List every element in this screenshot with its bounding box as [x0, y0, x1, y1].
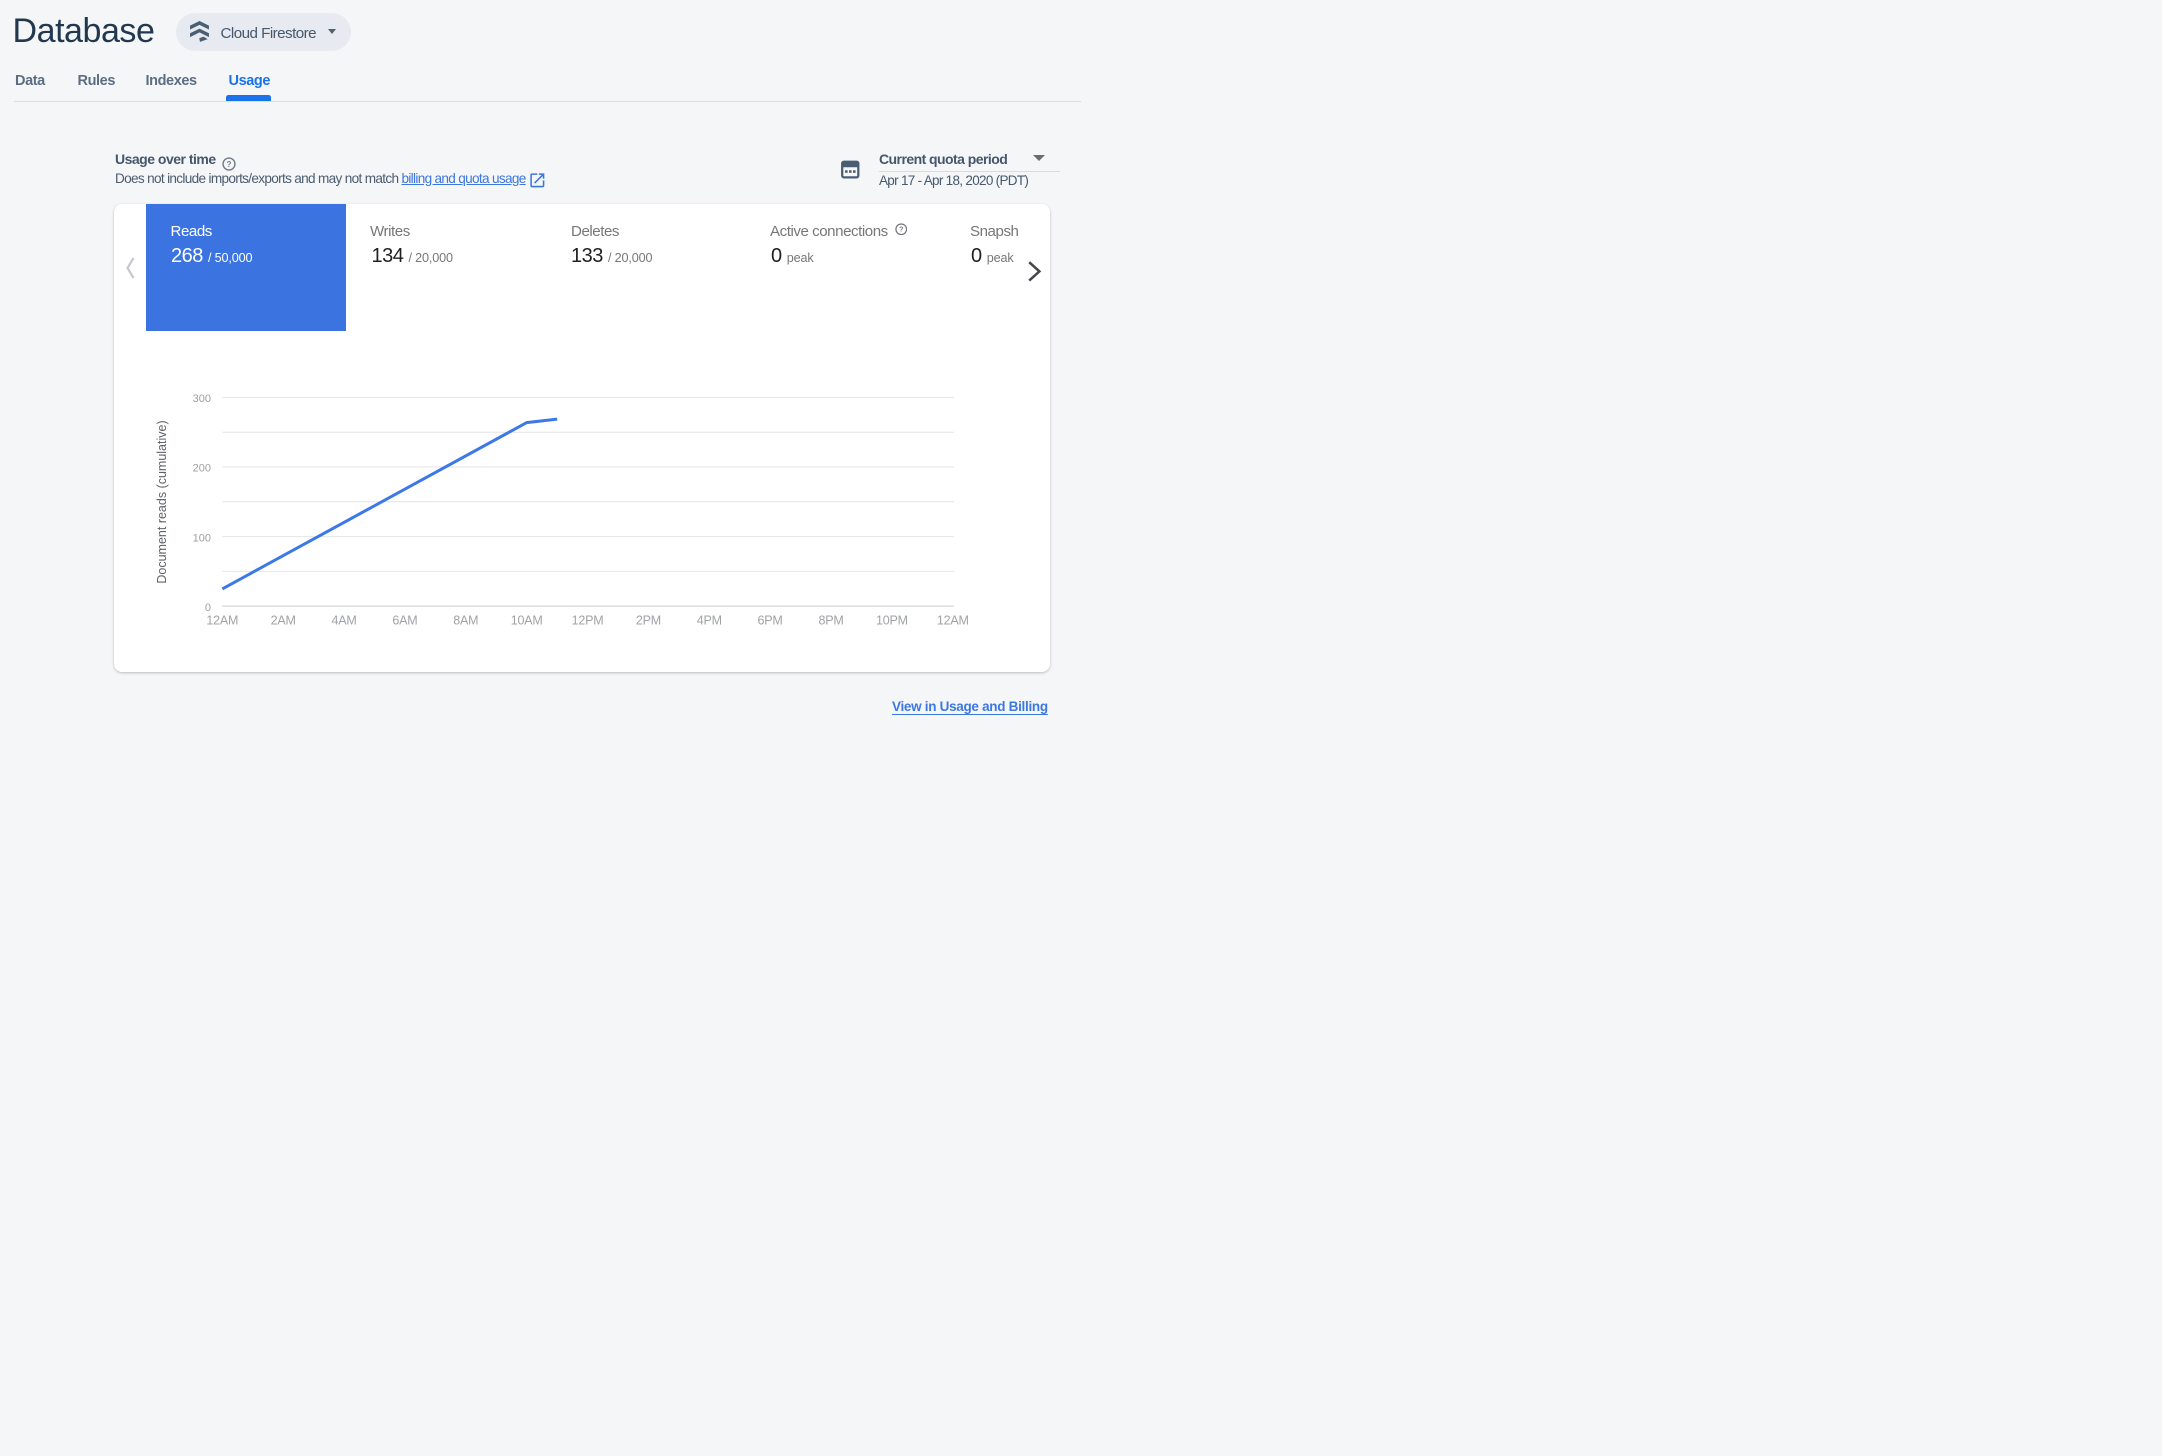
svg-text:300: 300 — [193, 393, 211, 405]
svg-text:?: ? — [227, 160, 232, 169]
svg-text:2PM: 2PM — [636, 614, 661, 628]
svg-text:200: 200 — [193, 463, 211, 475]
svg-text:10PM: 10PM — [876, 614, 908, 628]
svg-text:8AM: 8AM — [453, 614, 478, 628]
svg-text:12AM: 12AM — [937, 614, 969, 628]
svg-text:0: 0 — [205, 602, 211, 614]
svg-text:12AM: 12AM — [206, 614, 238, 628]
svg-text:4PM: 4PM — [697, 614, 722, 628]
svg-text:?: ? — [899, 226, 903, 233]
svg-text:12PM: 12PM — [572, 614, 604, 628]
svg-text:8PM: 8PM — [818, 614, 843, 628]
svg-text:100: 100 — [193, 532, 211, 544]
svg-text:6AM: 6AM — [392, 614, 417, 628]
svg-text:4AM: 4AM — [331, 614, 356, 628]
svg-text:10AM: 10AM — [511, 614, 543, 628]
svg-text:2AM: 2AM — [271, 614, 296, 628]
svg-text:Document reads (cumulative): Document reads (cumulative) — [155, 420, 169, 583]
svg-text:6PM: 6PM — [758, 614, 783, 628]
